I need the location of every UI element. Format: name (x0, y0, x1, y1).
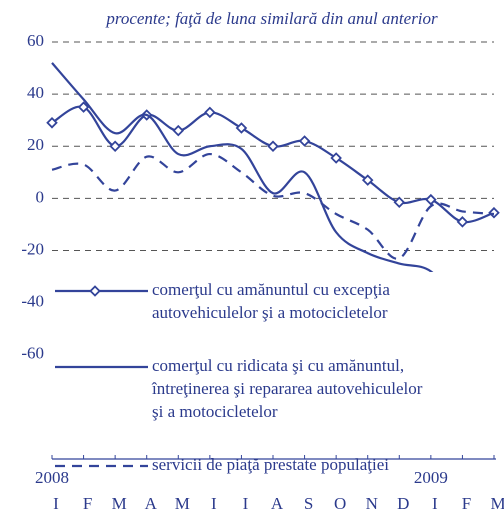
marker (456, 216, 469, 228)
legend-line: întreţinerea şi repararea autovehiculelo… (151, 379, 423, 398)
y-tick-label: -40 (21, 292, 44, 311)
x-tick-label: S (304, 494, 313, 513)
legend-line: comerţul cu amănuntul cu excepţia (152, 280, 390, 299)
legend-label: comerţul cu ridicata şi cu amănuntul, înt… (151, 356, 423, 421)
legend-marker (89, 285, 101, 297)
y-tick-label: 40 (27, 83, 44, 102)
marker (393, 196, 406, 209)
marker (172, 124, 185, 137)
y-tick-label: -60 (21, 344, 44, 363)
y-tick-label: -20 (21, 239, 44, 258)
marker (488, 206, 500, 219)
x-tick-label: M (112, 494, 127, 513)
marker (235, 122, 248, 134)
marker (267, 140, 279, 153)
x-tick-label: A (271, 494, 284, 513)
y-tick-label: 0 (36, 187, 45, 206)
legend-label: comerţul cu amănuntul cu excepţia autoveh… (152, 280, 390, 322)
marker (361, 174, 374, 186)
x-tick-label: F (83, 494, 92, 513)
legend-label: servicii de piaţă prestate populaţiei (152, 455, 389, 474)
x-tick-label: M (490, 494, 504, 513)
x-tick-label: I (53, 494, 59, 513)
x-tick-label: M (175, 494, 190, 513)
legend-line: comerţul cu ridicata şi cu amănuntul, (152, 356, 404, 375)
marker (46, 117, 58, 129)
marker (298, 135, 311, 147)
x-tick-label: I (211, 494, 217, 513)
x-group-label: 2009 (414, 468, 448, 487)
series-line (51, 105, 495, 224)
x-tick-label: A (145, 494, 158, 513)
marker (204, 106, 216, 119)
legend-line: autovehiculelor şi a motocicletelor (152, 303, 388, 322)
x-tick-label: I (432, 494, 438, 513)
series-line (51, 62, 495, 311)
legend-box (50, 272, 500, 455)
y-tick-label: 60 (27, 31, 44, 50)
legend-line: servicii de piaţă prestate populaţiei (152, 455, 389, 474)
marker (109, 140, 121, 153)
chart-subtitle: procente; faţă de luna similară din anul… (105, 9, 438, 28)
x-tick-label: I (243, 494, 249, 513)
marker (425, 193, 437, 206)
x-group-label: 2008 (35, 468, 69, 487)
legend-line: şi a motocicletelor (152, 402, 278, 421)
marker (330, 152, 342, 164)
x-tick-label: F (462, 494, 471, 513)
x-tick-label: D (397, 494, 409, 513)
y-tick-label: 20 (27, 135, 44, 154)
x-tick-label: N (366, 494, 378, 513)
marker (77, 101, 90, 113)
series-line (51, 152, 495, 260)
x-tick-label: O (334, 494, 346, 513)
